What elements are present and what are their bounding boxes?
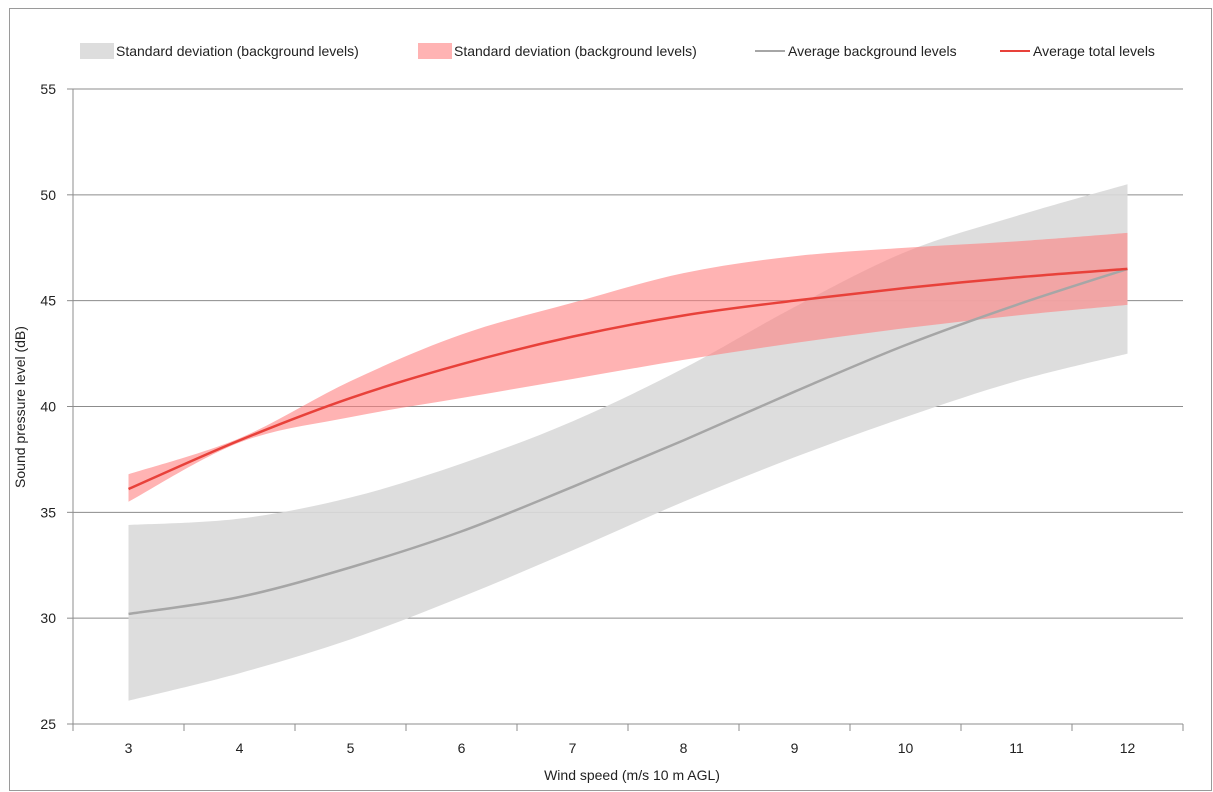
x-tick-label: 3 [125,740,133,756]
series-line-3 [128,267,1128,616]
x-tick-label: 4 [236,740,244,756]
y-tick-label: 30 [40,610,56,626]
y-tick-label: 45 [40,293,56,309]
legend-label: Average background levels [788,43,957,59]
x-tick-label: 5 [347,740,355,756]
legend-label: Standard deviation (background levels) [454,43,697,59]
x-tick-label: 6 [458,740,466,756]
y-axis-title: Sound pressure level (dB) [12,326,28,488]
legend-swatch [80,43,114,59]
x-tick-label: 8 [680,740,688,756]
x-tick-label: 10 [898,740,914,756]
series-line-4 [127,267,1128,491]
line-layer [127,267,1128,616]
x-tick-label: 7 [569,740,577,756]
y-tick-label: 50 [40,187,56,203]
legend-swatch [418,43,452,59]
x-tick-label: 12 [1120,740,1136,756]
legend-label: Standard deviation (background levels) [116,43,359,59]
x-axis-title: Wind speed (m/s 10 m AGL) [544,767,720,783]
y-tick-label: 35 [40,504,56,520]
y-tick-label: 25 [40,716,56,732]
legend: Standard deviation (background levels) St… [80,43,1155,59]
legend-label: Average total levels [1033,43,1155,59]
x-tick-label: 9 [791,740,799,756]
y-tick-label: 55 [40,81,56,97]
y-tick-label: 40 [40,399,56,415]
sd-band-2 [128,232,1128,502]
x-tick-label: 11 [1009,740,1024,756]
band-layer [128,184,1128,701]
